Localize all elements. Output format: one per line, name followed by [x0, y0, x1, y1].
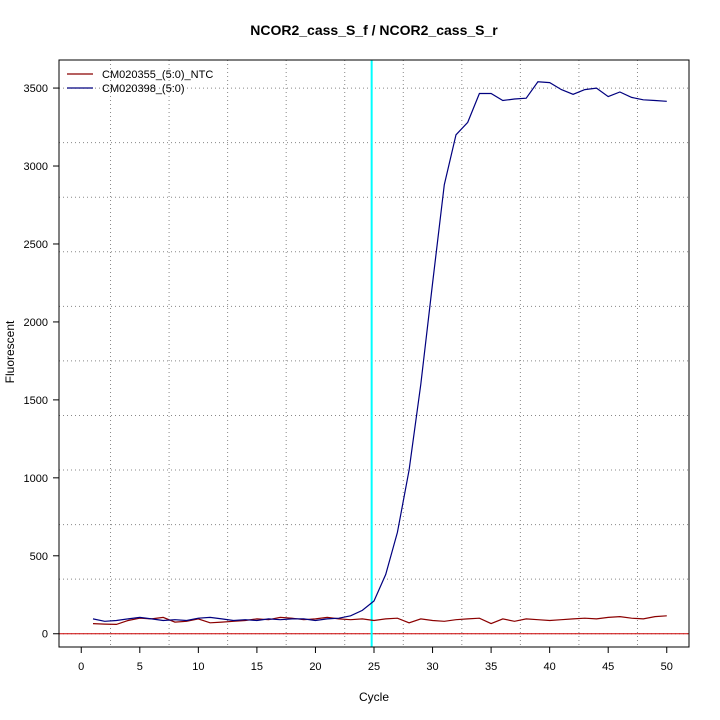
x-tick-label: 10	[192, 661, 204, 673]
y-axis-label: Fluorescent	[3, 320, 17, 383]
series-line-1	[92, 615, 667, 626]
y-tick-label: 0	[42, 629, 48, 641]
y-tick-label: 1000	[24, 473, 48, 485]
y-tick-label: 500	[30, 551, 48, 563]
x-tick-label: 30	[426, 661, 438, 673]
y-tick-label: 3000	[24, 161, 48, 173]
x-tick-label: 20	[309, 661, 321, 673]
y-axis: 0 500 1000 1500 2000 2500 3000 3500	[24, 83, 59, 641]
threshold-marker	[59, 60, 689, 647]
x-tick-label: 45	[602, 661, 614, 673]
chart-title: NCOR2_cass_S_f / NCOR2_cass_S_r	[250, 22, 498, 38]
series-line-2	[92, 81, 667, 622]
x-tick-label: 0	[78, 661, 84, 673]
x-axis-label: Cycle	[359, 690, 389, 704]
x-tick-label: 15	[251, 661, 263, 673]
x-axis: 0 5 10 15 20 25 30 35 40 45 50	[78, 647, 673, 673]
x-tick-label: 35	[485, 661, 497, 673]
y-tick-label: 1500	[24, 395, 48, 407]
y-tick-label: 3500	[24, 83, 48, 95]
y-tick-label: 2000	[24, 317, 48, 329]
legend-label-2: CM020398_(5:0)	[102, 83, 185, 95]
x-tick-label: 25	[368, 661, 380, 673]
y-tick-label: 2500	[24, 239, 48, 251]
legend: CM020355_(5:0)_NTC CM020398_(5:0)	[67, 69, 213, 95]
x-tick-label: 40	[544, 661, 556, 673]
x-tick-label: 5	[137, 661, 143, 673]
legend-label-1: CM020355_(5:0)_NTC	[102, 69, 213, 81]
series-lines	[92, 81, 667, 626]
x-tick-label: 50	[661, 661, 673, 673]
